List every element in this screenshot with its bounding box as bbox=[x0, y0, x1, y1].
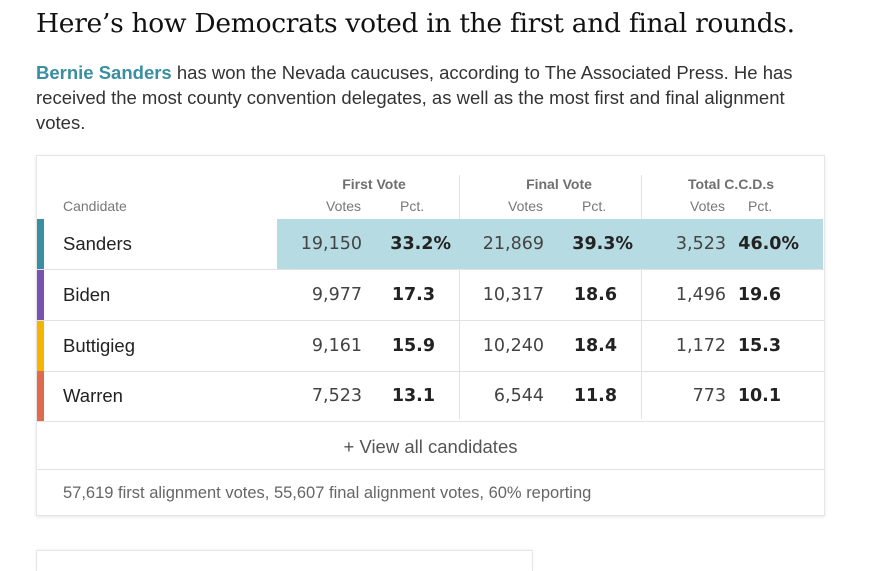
final-votes-header: Votes bbox=[508, 198, 544, 214]
candidate-name: Buttigieg bbox=[63, 335, 135, 356]
summary-body: has won the Nevada caucuses, according t… bbox=[36, 62, 793, 133]
candidate-color-bar bbox=[37, 371, 44, 421]
final-pct: 18.6 bbox=[573, 285, 617, 305]
candidate-color-bar bbox=[37, 219, 44, 269]
candidate-name: Biden bbox=[63, 284, 111, 305]
group-first-vote: First Vote bbox=[342, 176, 406, 192]
group-final-vote: Final Vote bbox=[526, 176, 592, 192]
candidate-link[interactable]: Bernie Sanders bbox=[36, 62, 172, 83]
first-pct-header: Pct. bbox=[400, 198, 425, 214]
final-pct-header: Pct. bbox=[582, 198, 607, 214]
final-votes: 10,240 bbox=[482, 336, 544, 356]
table-header: First Vote Final Vote Total C.C.D.s Cand… bbox=[37, 156, 824, 219]
final-pct: 18.4 bbox=[573, 336, 617, 356]
first-pct: 17.3 bbox=[391, 285, 435, 305]
final-votes: 21,869 bbox=[482, 234, 544, 254]
candidate-color-bar bbox=[37, 270, 44, 320]
first-votes: 9,977 bbox=[311, 285, 362, 305]
first-pct: 15.9 bbox=[391, 336, 435, 356]
ccd-pct: 46.0% bbox=[738, 234, 799, 254]
first-votes: 9,161 bbox=[311, 336, 362, 356]
table-row: Sanders 19,150 33.2% 21,869 39.3% 3,523 … bbox=[37, 219, 824, 270]
final-votes: 6,544 bbox=[493, 386, 544, 406]
candidate-name: Warren bbox=[63, 385, 123, 406]
ccd-votes: 3,523 bbox=[675, 234, 726, 254]
ccd-votes: 1,172 bbox=[675, 336, 726, 356]
table-row: Buttigieg 9,161 15.9 10,240 18.4 1,172 1… bbox=[37, 321, 824, 372]
ccd-pct: 15.3 bbox=[737, 336, 781, 356]
divider bbox=[37, 469, 824, 470]
first-votes: 19,150 bbox=[300, 234, 362, 254]
column-divider bbox=[459, 175, 460, 419]
candidate-name: Sanders bbox=[63, 233, 132, 254]
ccd-pct: 19.6 bbox=[737, 285, 781, 305]
ccd-pct-header: Pct. bbox=[748, 198, 773, 214]
ccd-votes: 773 bbox=[692, 386, 726, 406]
ccd-votes-header: Votes bbox=[690, 198, 726, 214]
first-pct: 33.2% bbox=[390, 234, 451, 254]
view-all-candidates-button[interactable]: + View all candidates bbox=[343, 436, 518, 457]
ccd-pct: 10.1 bbox=[737, 386, 781, 406]
reporting-footnote: 57,619 first alignment votes, 55,607 fin… bbox=[63, 484, 592, 502]
final-votes: 10,317 bbox=[482, 285, 544, 305]
headline: Here’s how Democrats voted in the first … bbox=[36, 8, 795, 39]
group-total-ccds: Total C.C.D.s bbox=[687, 176, 775, 192]
final-pct: 39.3% bbox=[572, 234, 633, 254]
table-row: Biden 9,977 17.3 10,317 18.6 1,496 19.6 bbox=[37, 270, 824, 321]
column-divider bbox=[641, 175, 642, 419]
row-highlight bbox=[277, 219, 823, 269]
first-votes: 7,523 bbox=[311, 386, 362, 406]
results-table: First Vote Final Vote Total C.C.D.s Cand… bbox=[36, 155, 825, 516]
first-pct: 13.1 bbox=[391, 386, 435, 406]
final-pct: 11.8 bbox=[573, 386, 617, 406]
candidate-color-bar bbox=[37, 321, 44, 371]
candidate-header: Candidate bbox=[63, 198, 127, 214]
first-votes-header: Votes bbox=[326, 198, 362, 214]
table-row: Warren 7,523 13.1 6,544 11.8 773 10.1 bbox=[37, 371, 824, 422]
summary-text: Bernie Sanders has won the Nevada caucus… bbox=[36, 60, 826, 135]
ccd-votes: 1,496 bbox=[675, 285, 726, 305]
